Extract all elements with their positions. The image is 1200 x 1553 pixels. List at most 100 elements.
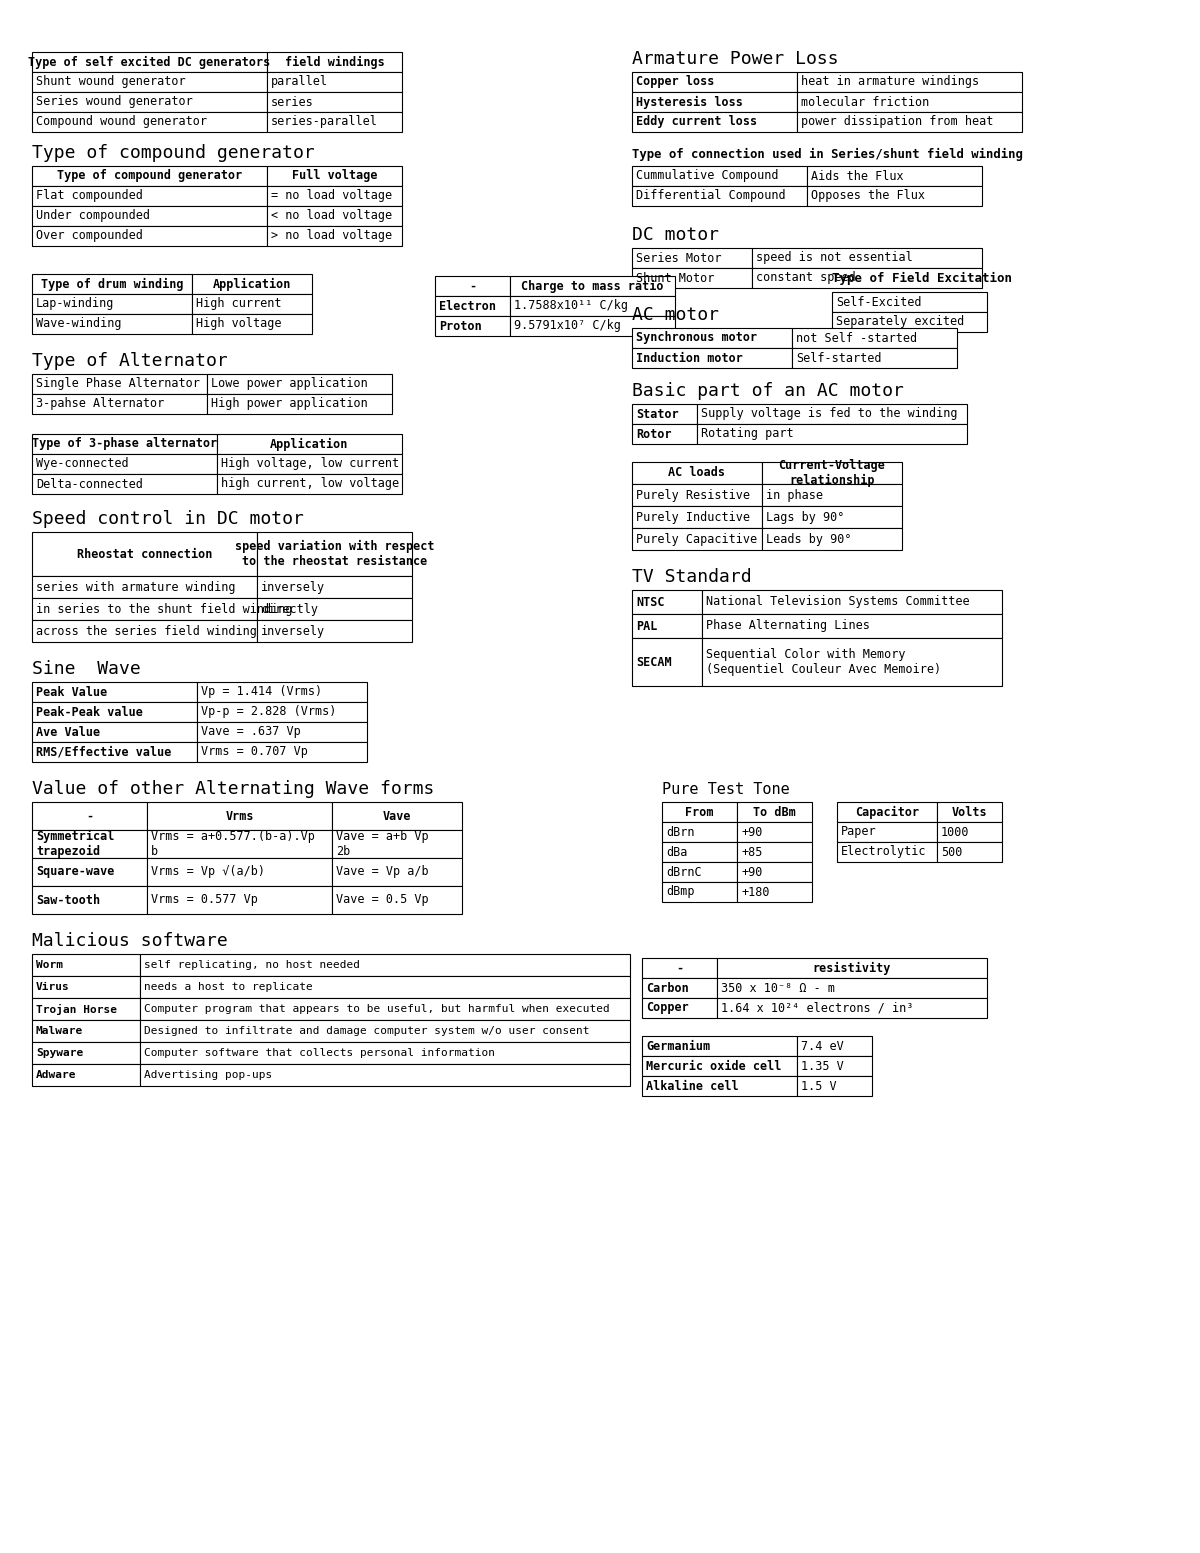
Text: Trojan Horse: Trojan Horse [36,1003,118,1014]
Text: dBrnC: dBrnC [666,865,702,879]
Bar [702,613,1002,638]
Text: dBmp: dBmp [666,885,695,899]
Bar [937,842,1002,862]
Bar [32,92,266,112]
Text: Square-wave: Square-wave [36,865,114,879]
Text: SECAM: SECAM [636,655,672,668]
Bar [266,186,402,207]
Text: > no load voltage: > no load voltage [271,230,392,242]
Bar [752,269,982,287]
Bar [737,882,812,902]
Bar [32,453,217,474]
Text: inversely: inversely [262,581,325,593]
Text: Computer software that collects personal information: Computer software that collects personal… [144,1048,496,1058]
Bar [632,528,762,550]
Bar [762,485,902,506]
Text: Self-Excited: Self-Excited [836,295,922,309]
Text: High current: High current [196,298,282,311]
Text: Type of Alternator: Type of Alternator [32,353,228,370]
Text: self replicating, no host needed: self replicating, no host needed [144,960,360,971]
Text: -: - [469,280,476,292]
Text: dBa: dBa [666,845,688,859]
Bar [937,801,1002,822]
Bar [632,71,797,92]
Bar [32,273,192,294]
Bar [797,1076,872,1096]
Text: Type of Field Excitation: Type of Field Excitation [832,272,1012,286]
Text: Rotating part: Rotating part [701,427,793,441]
Text: speed variation with respect
to the rheostat resistance: speed variation with respect to the rheo… [235,540,434,568]
Text: NTSC: NTSC [636,595,665,609]
Text: +90: +90 [742,826,762,839]
Text: Series Motor: Series Motor [636,252,721,264]
Bar [32,887,148,915]
Bar [632,112,797,132]
Bar [702,638,1002,686]
Bar [32,474,217,494]
Text: 3-pahse Alternator: 3-pahse Alternator [36,398,164,410]
Bar [32,166,266,186]
Bar [838,842,937,862]
Text: Advertising pop-ups: Advertising pop-ups [144,1070,272,1079]
Text: Supply voltage is fed to the winding: Supply voltage is fed to the winding [701,407,958,421]
Text: series: series [271,95,313,109]
Text: To dBm: To dBm [754,806,796,818]
Bar [642,958,718,978]
Bar [192,273,312,294]
Text: inversely: inversely [262,624,325,637]
Text: Phase Alternating Lines: Phase Alternating Lines [706,620,870,632]
Bar [208,374,392,394]
Text: -: - [86,809,94,823]
Text: Vrms = 0.707 Vp: Vrms = 0.707 Vp [202,745,308,758]
Text: High voltage, low current: High voltage, low current [221,458,400,471]
Text: Purely Resistive: Purely Resistive [636,489,750,502]
Bar [832,312,986,332]
Text: Wave-winding: Wave-winding [36,317,121,331]
Bar [632,485,762,506]
Bar [257,620,412,641]
Bar [797,71,1022,92]
Text: Delta-connected: Delta-connected [36,477,143,491]
Bar [332,801,462,829]
Bar [832,292,986,312]
Bar [266,92,402,112]
Bar [718,958,986,978]
Text: Rheostat connection: Rheostat connection [77,548,212,561]
Bar [797,1056,872,1076]
Bar [808,166,982,186]
Text: Type of connection used in Series/shunt field winding: Type of connection used in Series/shunt … [632,148,1022,162]
Text: Single Phase Alternator: Single Phase Alternator [36,377,200,390]
Bar [792,348,958,368]
Text: Pure Test Tone: Pure Test Tone [662,783,790,797]
Bar [632,590,702,613]
Text: Vrms: Vrms [226,809,253,823]
Text: Aids the Flux: Aids the Flux [811,169,904,183]
Bar [642,1076,797,1096]
Text: Leads by 90°: Leads by 90° [766,533,852,545]
Text: Compound wound generator: Compound wound generator [36,115,208,129]
Bar [266,166,402,186]
Text: Vrms = Vp √(a/b): Vrms = Vp √(a/b) [151,865,265,879]
Text: Vave: Vave [383,809,412,823]
Bar [332,887,462,915]
Text: needs a host to replicate: needs a host to replicate [144,981,313,992]
Text: Armature Power Loss: Armature Power Loss [632,50,839,68]
Text: 1.35 V: 1.35 V [802,1059,844,1073]
Text: in series to the shunt field winding: in series to the shunt field winding [36,603,293,615]
Text: Application: Application [270,438,349,450]
Bar [838,822,937,842]
Text: 1.64 x 10²⁴ electrons / in³: 1.64 x 10²⁴ electrons / in³ [721,1002,913,1014]
Bar [632,613,702,638]
Text: Sequential Color with Memory
(Sequentiel Couleur Avec Memoire): Sequential Color with Memory (Sequentiel… [706,648,941,676]
Text: 350 x 10⁻⁸ Ω - m: 350 x 10⁻⁸ Ω - m [721,981,835,994]
Text: 1000: 1000 [941,826,970,839]
Text: Value of other Alternating Wave forms: Value of other Alternating Wave forms [32,780,434,798]
Text: Induction motor: Induction motor [636,351,743,365]
Text: Vp-p = 2.828 (Vrms): Vp-p = 2.828 (Vrms) [202,705,336,719]
Bar [642,1036,797,1056]
Text: directly: directly [262,603,318,615]
Bar [808,186,982,207]
Text: Spyware: Spyware [36,1048,83,1058]
Bar [32,742,197,763]
Text: 7.4 eV: 7.4 eV [802,1039,844,1053]
